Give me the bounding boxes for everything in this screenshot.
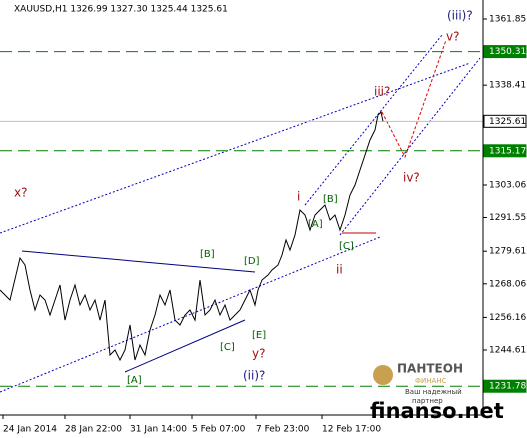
watermark-text: Ваш надежный bbox=[405, 388, 462, 396]
wave-label: [E] bbox=[252, 330, 266, 341]
wave-label: i bbox=[297, 190, 300, 204]
y-tick-label: 1244.61 bbox=[489, 346, 526, 356]
x-tick-label: 5 Feb 07:00 bbox=[192, 425, 246, 435]
wave-label: [B] bbox=[200, 249, 215, 260]
wave-label: y? bbox=[252, 347, 265, 361]
wave-label: [A] bbox=[127, 375, 142, 386]
price-line bbox=[0, 110, 384, 362]
watermark: ПАНТЕОН ФИНАНС Ваш надежный партнер fina… bbox=[370, 362, 504, 424]
level-box bbox=[483, 144, 527, 158]
y-tick-label: 1338.41 bbox=[489, 81, 526, 91]
channel-upper bbox=[0, 62, 471, 234]
y-tick-label: 1361.85 bbox=[489, 15, 526, 25]
wave-lines bbox=[0, 34, 481, 393]
level-label: 1350.31 bbox=[489, 47, 526, 57]
logo bbox=[373, 365, 393, 385]
level-box bbox=[483, 379, 527, 393]
y-tick-label: 1291.55 bbox=[489, 213, 526, 223]
watermark-text: ФИНАНС bbox=[415, 377, 447, 385]
level-label: 1325.61 bbox=[489, 117, 526, 127]
triangle-bottom bbox=[124, 319, 246, 373]
x-tick-label: 24 Jan 2014 bbox=[3, 425, 57, 435]
x-tick-label: 28 Jan 22:00 bbox=[65, 425, 122, 435]
wave-label: v? bbox=[446, 30, 459, 44]
y-tick-label: 1303.06 bbox=[489, 180, 526, 190]
wave-label: [B] bbox=[323, 194, 338, 205]
wave-label: [C] bbox=[339, 241, 354, 252]
wave-label: [A] bbox=[308, 219, 323, 230]
x-tick-label: 12 Feb 17:00 bbox=[322, 425, 381, 435]
watermark-text: finanso.net bbox=[370, 399, 504, 423]
x-tick-label: 7 Feb 23:00 bbox=[256, 425, 310, 435]
wave-label: [D] bbox=[244, 256, 260, 267]
wave-label: iii? bbox=[374, 85, 390, 99]
channel-lower bbox=[0, 236, 381, 393]
watermark-text: ПАНТЕОН bbox=[397, 362, 463, 376]
y-tick-label: 1279.61 bbox=[489, 247, 526, 257]
level-box bbox=[483, 45, 527, 59]
wave-label: (iii)? bbox=[447, 9, 473, 23]
channel-inner-lower bbox=[339, 57, 481, 236]
wave-label: [C] bbox=[220, 342, 235, 353]
triangle-top bbox=[21, 250, 256, 273]
level-box bbox=[483, 114, 527, 128]
forecast-path bbox=[381, 39, 447, 159]
watermark-text: партнер bbox=[412, 397, 443, 405]
chart-title: XAUUSD,H1 1326.99 1327.30 1325.44 1325.6… bbox=[14, 5, 228, 15]
channel-inner-upper bbox=[304, 34, 443, 206]
wave-label: iv? bbox=[403, 171, 420, 185]
level-label: 1231.78 bbox=[489, 382, 526, 392]
level-label: 1315.17 bbox=[489, 146, 526, 156]
y-tick-label: 1268.06 bbox=[489, 279, 526, 289]
x-tick-label: 31 Jan 14:00 bbox=[130, 425, 187, 435]
plot bbox=[0, 51, 483, 387]
y-tick-label: 1256.16 bbox=[489, 313, 526, 323]
wave-label: x? bbox=[14, 186, 27, 200]
wave-label: (ii)? bbox=[243, 369, 265, 383]
wave-label: ii bbox=[336, 263, 343, 277]
